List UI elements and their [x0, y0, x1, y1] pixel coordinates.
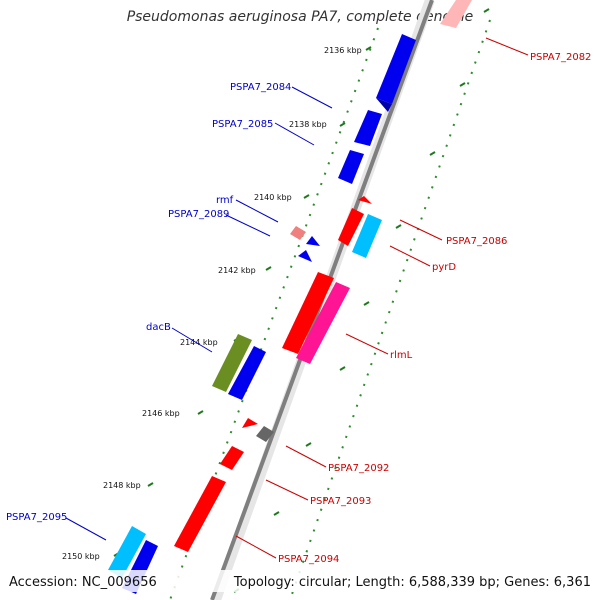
- gene-pyrD[interactable]: [352, 214, 382, 258]
- gene-label-PSPA7_2094[interactable]: PSPA7_2094: [278, 554, 339, 565]
- tick-label-2136: 2136 kbp: [324, 46, 362, 55]
- tick-marks: [113, 8, 490, 593]
- gene-label-PSPA7_2089[interactable]: PSPA7_2089: [168, 209, 229, 220]
- gene-label-PSPA7_2095[interactable]: PSPA7_2095: [6, 512, 67, 523]
- gene-label-PSPA7_2093[interactable]: PSPA7_2093: [310, 496, 371, 507]
- gene-PSPA7_2085[interactable]: [354, 110, 382, 146]
- gene-rlmL[interactable]: [296, 282, 350, 364]
- tick-label-2140: 2140 kbp: [254, 193, 292, 202]
- gene-label-pyrD[interactable]: pyrD: [432, 262, 456, 273]
- gene-PSPA7_2094[interactable]: [174, 476, 226, 552]
- tick-label-2148: 2148 kbp: [103, 481, 141, 490]
- gene-PSPA7_2092[interactable]: [242, 418, 274, 442]
- footer-backdrop: [0, 570, 600, 592]
- label-leaders: [65, 37, 529, 559]
- gene-label-PSPA7_2082[interactable]: PSPA7_2082: [530, 52, 591, 63]
- gene-PSPA7_2086[interactable]: [338, 196, 372, 246]
- gene-PSPA7_2082[interactable]: [440, 0, 472, 28]
- gene-PSPA7_2089[interactable]: [298, 250, 312, 262]
- gene-rlmL-red[interactable]: [282, 272, 334, 354]
- gene-pseudo-rmf[interactable]: [290, 226, 306, 240]
- tick-label-2138: 2138 kbp: [289, 120, 327, 129]
- gene-label-rmf[interactable]: rmf: [216, 195, 234, 206]
- gene-PSPA7_2085b[interactable]: [338, 150, 364, 184]
- gene-dacB-partner[interactable]: [228, 346, 266, 400]
- gene-label-PSPA7_2086[interactable]: PSPA7_2086: [446, 236, 507, 247]
- tick-label-2144: 2144 kbp: [180, 338, 218, 347]
- gene-label-PSPA7_2084[interactable]: PSPA7_2084: [230, 82, 291, 93]
- tick-label-2150: 2150 kbp: [62, 552, 100, 561]
- gene-label-PSPA7_2085[interactable]: PSPA7_2085: [212, 119, 273, 130]
- gene-PSPA7_2084[interactable]: [376, 34, 416, 112]
- gene-dacB[interactable]: [212, 334, 252, 392]
- tick-label-2146: 2146 kbp: [142, 409, 180, 418]
- gene-PSPA7_2095[interactable]: [108, 526, 146, 578]
- tick-label-2142: 2142 kbp: [218, 266, 256, 275]
- gene-label-rlmL[interactable]: rlmL: [390, 350, 413, 361]
- accession-text: Accession: NC_009656: [9, 575, 157, 590]
- gene-PSPA7_2093[interactable]: [220, 446, 244, 470]
- gene-label-dacB[interactable]: dacB: [146, 322, 171, 333]
- topology-text: Topology: circular; Length: 6,588,339 bp…: [233, 575, 591, 590]
- map-title: Pseudomonas aeruginosa PA7, complete gen…: [126, 9, 474, 25]
- gene-rmf[interactable]: [306, 236, 320, 246]
- gene-label-PSPA7_2092[interactable]: PSPA7_2092: [328, 463, 389, 474]
